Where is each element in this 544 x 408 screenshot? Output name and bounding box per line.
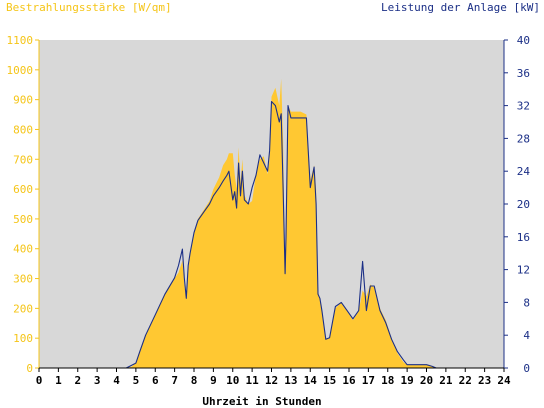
left-tick-label: 0 (26, 362, 33, 375)
left-tick-label: 900 (13, 94, 33, 107)
right-tick-label: 8 (523, 296, 530, 309)
x-tick-label: 20 (420, 374, 433, 387)
series-layer (39, 78, 504, 369)
x-tick-label: 8 (191, 374, 198, 387)
x-tick-label: 2 (74, 374, 81, 387)
x-tick-label: 21 (439, 374, 453, 387)
x-tick-label: 9 (210, 374, 217, 387)
left-tick-label: 200 (13, 302, 33, 315)
x-tick-label: 6 (152, 374, 159, 387)
x-tick-label: 3 (94, 374, 101, 387)
x-tick-label: 13 (284, 374, 297, 387)
x-tick-label: 11 (246, 374, 260, 387)
right-tick-label: 16 (517, 231, 530, 244)
x-tick-label: 24 (497, 374, 511, 387)
x-tick-label: 22 (459, 374, 472, 387)
right-tick-label: 12 (517, 264, 530, 277)
x-axis-label: Uhrzeit in Stunden (202, 395, 321, 408)
right-tick-label: 36 (517, 67, 530, 80)
x-tick-label: 0 (36, 374, 43, 387)
x-tick-label: 17 (362, 374, 375, 387)
x-tick-label: 4 (113, 374, 120, 387)
x-tick-label: 1 (55, 374, 62, 387)
left-axis-ticks: 0 100 200 300 400 500 600 700 800 900 1000 1100 (7, 34, 39, 375)
left-tick-label: 600 (13, 183, 33, 196)
right-tick-label: 40 (517, 34, 530, 47)
x-tick-label: 10 (226, 374, 239, 387)
left-tick-label: 800 (13, 123, 33, 136)
right-tick-label: 0 (523, 362, 530, 375)
x-axis-ticks: 0 1 2 3 4 5 6 7 8 9 10 11 12 13 14 15 16 17 18 19 20 21 22 23 24 (36, 368, 511, 387)
left-tick-label: 700 (13, 153, 33, 166)
x-tick-label: 5 (133, 374, 140, 387)
left-axis-label: Bestrahlungsstärke [W/qm] (6, 1, 172, 14)
left-tick-label: 500 (13, 213, 33, 226)
power-line (39, 100, 504, 369)
x-tick-label: 18 (381, 374, 394, 387)
right-tick-label: 32 (517, 100, 530, 113)
right-tick-label: 28 (517, 132, 530, 145)
left-tick-label: 100 (13, 332, 33, 345)
left-tick-label: 400 (13, 243, 33, 256)
left-tick-label: 1000 (7, 64, 34, 77)
x-tick-label: 23 (478, 374, 491, 387)
x-tick-label: 15 (323, 374, 336, 387)
x-tick-label: 7 (171, 374, 178, 387)
right-tick-label: 20 (517, 198, 530, 211)
right-tick-label: 4 (523, 329, 530, 342)
x-tick-label: 14 (304, 374, 318, 387)
irradiance-area (39, 78, 504, 369)
left-tick-label: 300 (13, 273, 33, 286)
x-tick-label: 19 (401, 374, 414, 387)
right-axis-ticks: 0 4 8 12 16 20 24 28 32 36 40 (504, 34, 530, 375)
right-tick-label: 24 (517, 165, 531, 178)
x-tick-label: 16 (342, 374, 356, 387)
right-axis-label: Leistung der Anlage [kW] (381, 1, 540, 14)
x-tick-label: 12 (265, 374, 278, 387)
left-tick-label: 1100 (7, 34, 34, 47)
